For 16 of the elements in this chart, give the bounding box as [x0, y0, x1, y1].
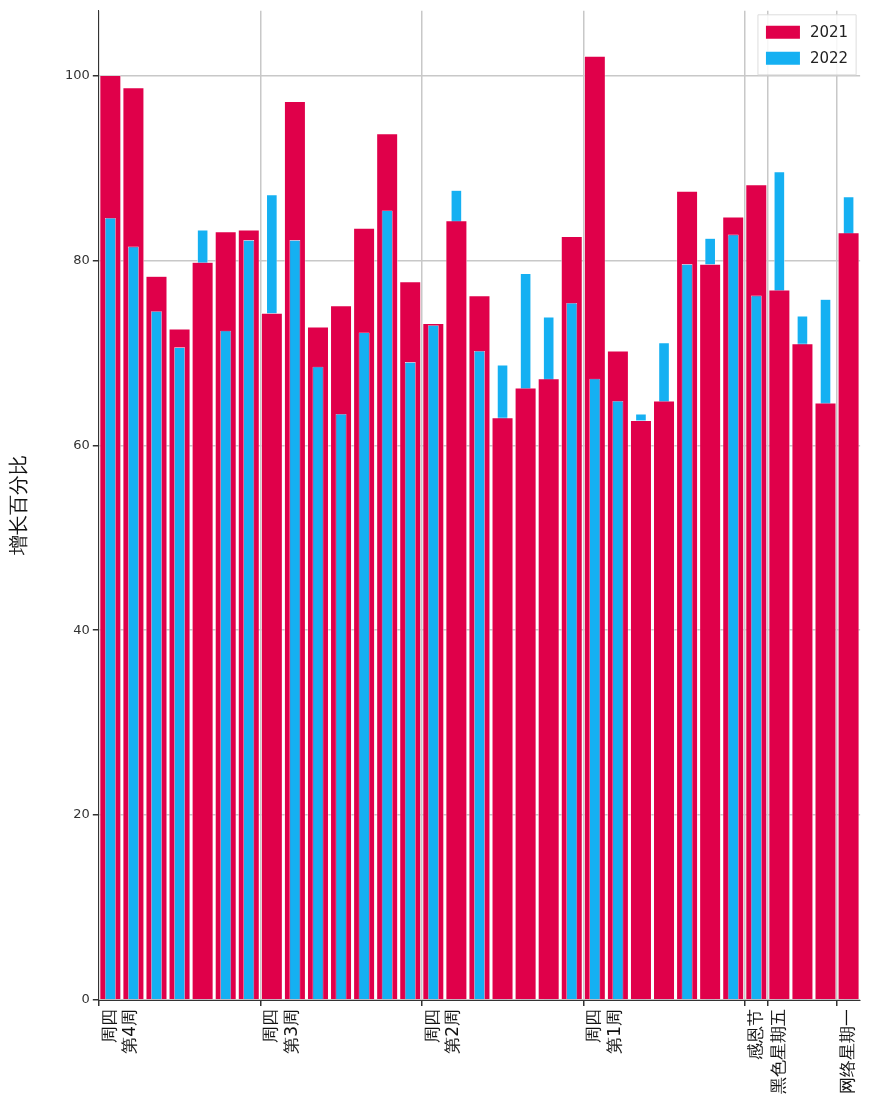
x-tick-label: 周四第3周: [260, 1009, 301, 1054]
y-tick-label: 40: [73, 621, 90, 637]
x-tick-label: 网络星期一: [837, 1009, 858, 1094]
x-tick-label: 周四第2周: [421, 1009, 463, 1054]
y-axis-title: 增长百分比: [6, 455, 31, 557]
x-tick-label: 黑色星期五: [767, 1009, 788, 1094]
y-tick-label: 20: [73, 806, 90, 822]
y-tick-label: 0: [81, 991, 90, 1007]
y-tick-label: 80: [73, 251, 90, 267]
x-tick-label: 周四第4周: [98, 1009, 140, 1054]
y-tick-label: 60: [73, 436, 90, 452]
x-tick-label: 周四第1周: [583, 1009, 624, 1054]
x-tick-label: 感恩节: [744, 1009, 765, 1060]
legend-label: 2022: [809, 48, 849, 67]
y-tick-label: 100: [64, 66, 90, 82]
legend-label: 2021: [809, 22, 849, 41]
